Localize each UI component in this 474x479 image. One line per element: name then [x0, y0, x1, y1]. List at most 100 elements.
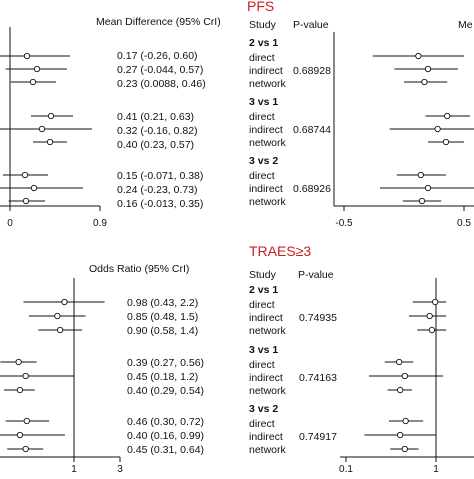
study-label: indirect — [249, 183, 283, 195]
p-value: 0.68926 — [293, 183, 331, 195]
study-label: network — [249, 444, 287, 456]
study-label: indirect — [249, 124, 283, 136]
point-estimate-marker — [23, 52, 31, 60]
estimate-label: 0.39 (0.27, 0.56) — [127, 357, 204, 369]
panel-title-traes: TRAES≥3 — [249, 243, 311, 259]
point-estimate-marker — [442, 138, 450, 146]
estimate-label: 0.32 (-0.16, 0.82) — [117, 125, 198, 137]
point-estimate-marker — [424, 65, 432, 73]
x-tick-label: 1 — [433, 464, 439, 474]
point-estimate-marker — [16, 431, 24, 439]
marks-bottom-right — [364, 298, 447, 453]
point-estimate-marker — [22, 197, 30, 205]
panel-top-right: PFS Study P-value Me 2 vs 1 direct indir… — [247, 0, 474, 229]
estimate-label: 0.90 (0.58, 1.4) — [127, 325, 198, 337]
study-label: network — [249, 325, 287, 337]
point-estimate-marker — [22, 445, 29, 453]
pvalue-header: P-value — [298, 269, 334, 281]
study-label: direct — [249, 111, 275, 123]
estimate-label: 0.40 (0.23, 0.57) — [117, 139, 194, 151]
p-value: 0.68928 — [293, 65, 331, 77]
marks-bottom-left — [0, 298, 105, 453]
point-estimate-marker — [401, 372, 408, 380]
study-label: indirect — [249, 312, 283, 324]
panel-bottom-left: Odds Ratio (95% CrI) 1 3 0.98 (0.43, 2.2… — [0, 263, 204, 475]
study-label: direct — [249, 418, 275, 430]
p-value: 0.74917 — [299, 431, 337, 443]
estimate-label: 0.85 (0.48, 1.5) — [127, 311, 198, 323]
p-value: 0.68744 — [293, 124, 331, 136]
point-estimate-marker — [415, 52, 422, 60]
study-header: Study — [249, 19, 277, 31]
column-header-mean-difference: Mean Difference (95% CrI) — [96, 16, 221, 28]
point-estimate-marker — [396, 358, 403, 366]
point-estimate-marker — [30, 184, 38, 192]
estimate-label: 0.40 (0.29, 0.54) — [127, 385, 204, 397]
study-label: direct — [249, 299, 275, 311]
comparison-label: 3 vs 2 — [249, 155, 278, 167]
x-tick-label: 0.9 — [93, 218, 107, 229]
point-estimate-marker — [424, 184, 432, 192]
study-label: network — [249, 385, 287, 397]
point-estimate-marker — [33, 65, 41, 73]
study-label: direct — [249, 170, 275, 182]
marks-top-right — [372, 52, 474, 205]
point-estimate-marker — [397, 431, 404, 439]
estimate-label: 0.27 (-0.044, 0.57) — [117, 64, 203, 76]
point-estimate-marker — [428, 326, 436, 334]
estimate-label: 0.45 (0.31, 0.64) — [127, 444, 204, 456]
x-tick-label: 3 — [117, 464, 123, 474]
x-tick-label: -0.5 — [335, 218, 353, 229]
column-header-partial: Me — [458, 19, 473, 31]
estimate-label: 0.23 (0.0088, 0.46) — [117, 78, 206, 90]
estimate-label: 0.98 (0.43, 2.2) — [127, 297, 198, 309]
estimate-label: 0.24 (-0.23, 0.73) — [117, 184, 198, 196]
x-tick-label: 1 — [71, 464, 77, 474]
point-estimate-marker — [401, 445, 408, 453]
study-label: indirect — [249, 431, 283, 443]
point-estimate-marker — [432, 298, 439, 306]
estimate-label: 0.15 (-0.071, 0.38) — [117, 170, 203, 182]
estimate-label: 0.17 (-0.26, 0.60) — [117, 50, 198, 62]
point-estimate-marker — [47, 112, 55, 120]
point-estimate-marker — [46, 138, 54, 146]
point-estimate-marker — [397, 386, 404, 394]
comparison-label: 2 vs 1 — [249, 284, 278, 296]
point-estimate-marker — [444, 112, 451, 120]
comparison-label: 3 vs 1 — [249, 344, 278, 356]
study-label: network — [249, 196, 287, 208]
estimate-label: 0.45 (0.18, 1.2) — [127, 371, 198, 383]
column-header-odds-ratio: Odds Ratio (95% CrI) — [89, 263, 189, 275]
study-label: indirect — [249, 372, 283, 384]
panel-top-left: Mean Difference (95% CrI) 0 0.9 0.17 (-0… — [0, 16, 221, 229]
point-estimate-marker — [29, 78, 37, 86]
point-estimate-marker — [418, 197, 426, 205]
study-label: direct — [249, 359, 275, 371]
point-estimate-marker — [421, 78, 428, 86]
point-estimate-marker — [16, 386, 24, 394]
study-label: network — [249, 78, 287, 90]
estimate-label: 0.40 (0.16, 0.99) — [127, 430, 204, 442]
point-estimate-marker — [21, 171, 29, 179]
panel-title-pfs: PFS — [247, 0, 274, 14]
study-header: Study — [249, 269, 277, 281]
point-estimate-marker — [57, 326, 64, 334]
marks-top-left — [0, 52, 92, 205]
pvalue-header: P-value — [293, 19, 329, 31]
point-estimate-marker — [426, 312, 433, 320]
estimate-label: 0.46 (0.30, 0.72) — [127, 416, 204, 428]
study-label: indirect — [249, 65, 283, 77]
x-tick-label: 0.1 — [339, 464, 353, 474]
point-estimate-marker — [434, 125, 441, 133]
x-tick-label: 0.5 — [457, 218, 471, 229]
x-tick-label: 0 — [7, 218, 13, 229]
point-estimate-marker — [402, 417, 409, 425]
comparison-label: 3 vs 1 — [249, 96, 278, 108]
point-estimate-marker — [61, 298, 68, 306]
estimate-label: 0.41 (0.21, 0.63) — [117, 111, 194, 123]
point-estimate-marker — [22, 372, 29, 380]
point-estimate-marker — [38, 125, 46, 133]
study-label: network — [249, 137, 287, 149]
